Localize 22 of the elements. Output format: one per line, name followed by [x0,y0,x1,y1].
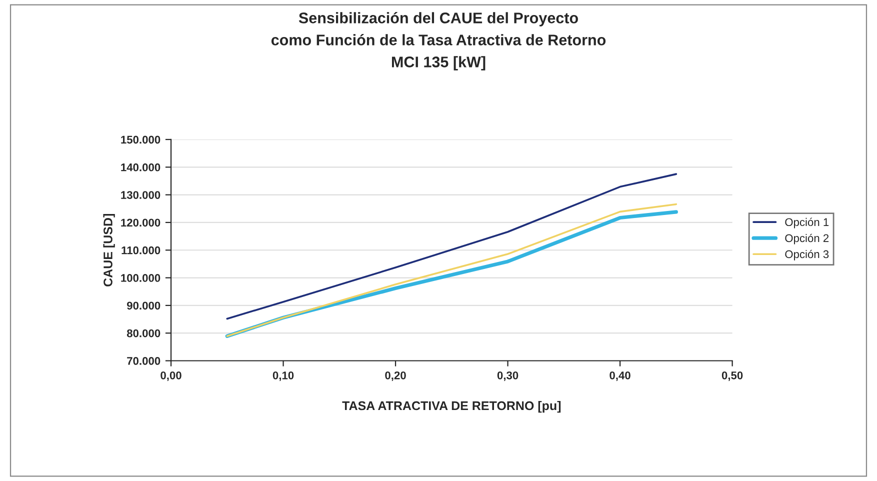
legend-label: Opción 3 [785,250,829,260]
x-tick-label: 0,50 [722,371,743,381]
x-tick-label: 0,10 [272,371,294,381]
y-tick-label: 150.000 [121,136,160,144]
y-tick-label: 120.000 [121,218,160,227]
y-tick-label: 70.000 [127,357,160,365]
legend-label: Opción 1 [785,218,829,228]
line-series [226,173,678,320]
y-tick-label: 80.000 [126,329,160,338]
x-tick-label: 0,40 [610,371,630,381]
x-tick-label: 0,20 [385,371,406,381]
y-tick-label: 110.000 [122,246,160,254]
y-tick-label: 140.000 [121,163,160,172]
x-axis-title: TASA ATRACTIVA DE RETORNO [pu] [342,400,561,413]
x-tick-label: 0,00 [160,371,182,381]
x-tick-label: 0,30 [497,371,518,381]
y-tick-label: 100.000 [121,274,160,282]
y-axis-title: CAUE [USD] [103,214,115,286]
chart-title: Sensibilización del CAUE del Proyecto como Función de la Tasa Atractiva de Retorno MCI 135 [kW] [271,12,606,70]
legend-label: Opción 2 [785,234,829,244]
y-tick-label: 130.000 [121,191,160,199]
y-tick-label: 90.000 [127,302,160,310]
